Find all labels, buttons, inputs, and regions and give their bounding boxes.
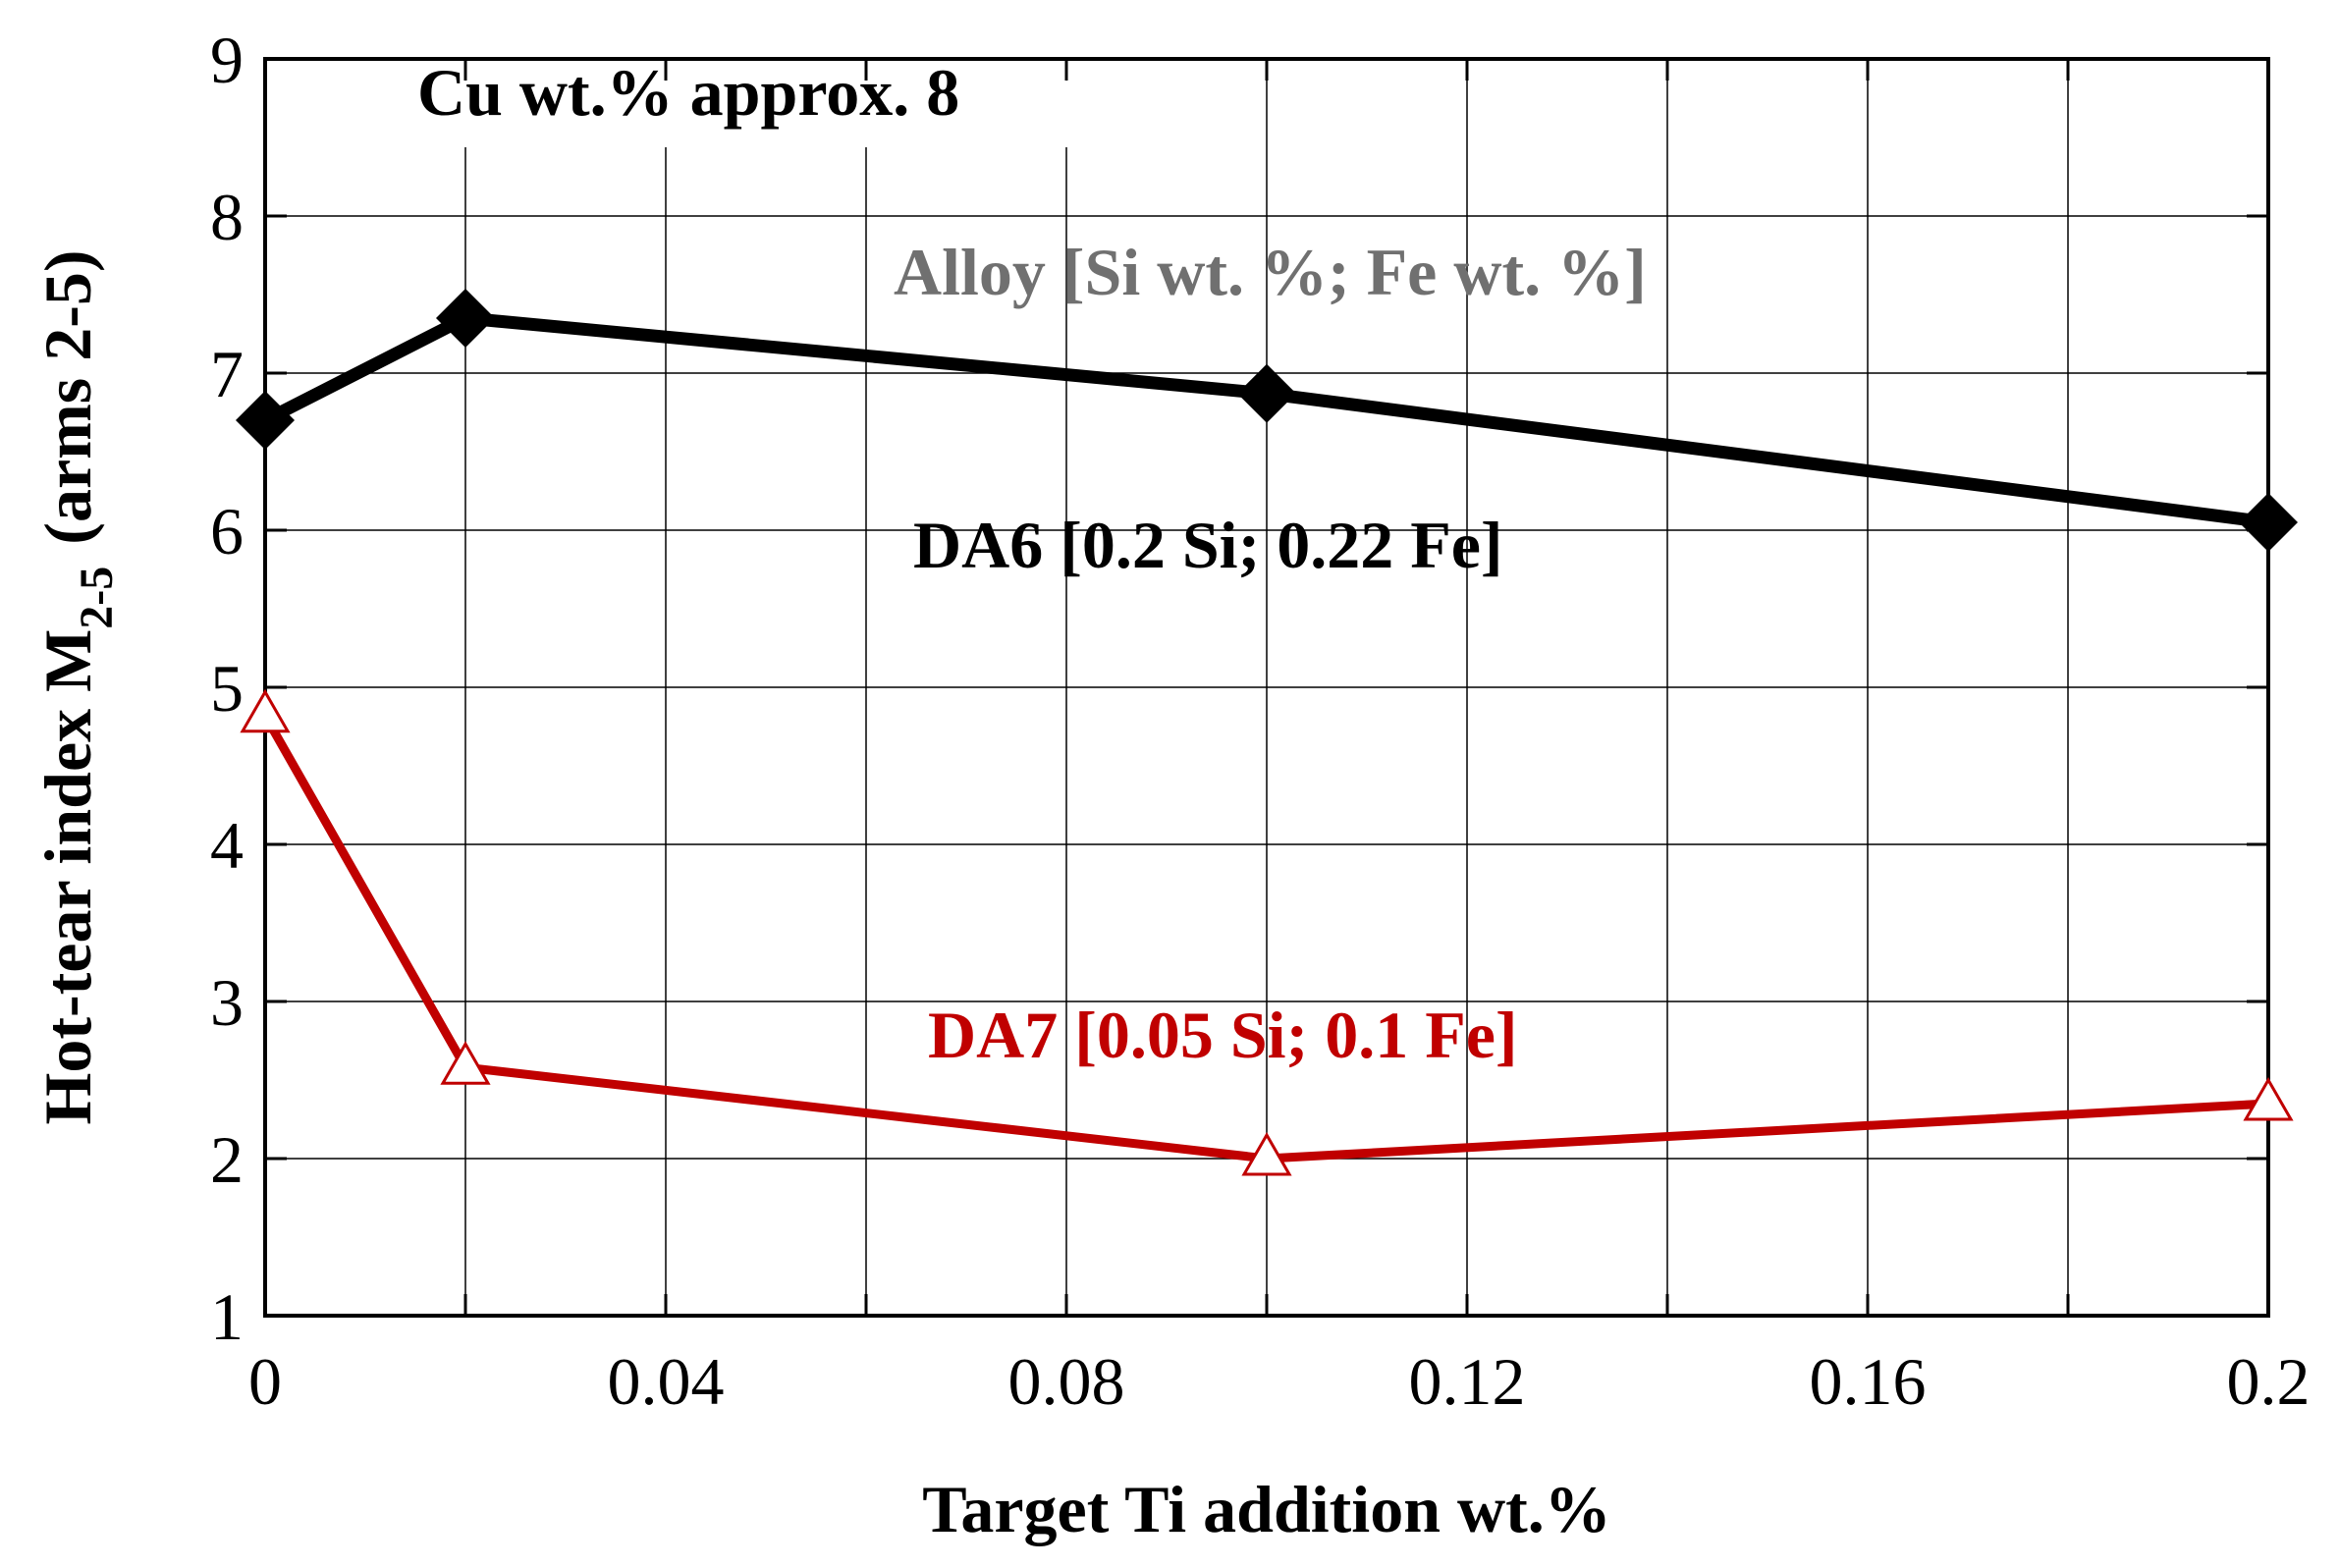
y-tick-label: 3 xyxy=(210,965,244,1040)
x-axis-title: Target Ti addition wt.% xyxy=(922,1472,1611,1546)
y-tick-label: 5 xyxy=(210,651,244,726)
series-line-da6 xyxy=(262,311,2269,529)
x-tick-label: 0.2 xyxy=(2227,1344,2311,1419)
y-tick-label: 4 xyxy=(210,808,244,883)
x-tick-label: 0 xyxy=(248,1344,282,1419)
legend-title: Alloy [Si wt. %; Fe wt. %] xyxy=(894,235,1647,309)
da7-marker xyxy=(2243,1076,2294,1121)
y-tick-label: 8 xyxy=(210,180,244,254)
da7-marker xyxy=(1241,1131,1292,1176)
y-axis-title: Hot-tear index M2-5 (arms 2-5) xyxy=(30,249,123,1124)
x-tick-label: 0.12 xyxy=(1409,1344,1526,1419)
y-tick-label: 7 xyxy=(210,337,244,411)
y-axis-title-subscript: 2-5 xyxy=(71,567,123,629)
x-tick-label: 0.16 xyxy=(1810,1344,1927,1419)
x-tick-label: 0.04 xyxy=(608,1344,725,1419)
y-tick-label: 2 xyxy=(210,1122,244,1197)
tick-labels: 1 2 3 4 5 6 7 8 9 0 0.04 0.08 0.12 0.16 0.2 xyxy=(210,23,2311,1419)
da7-marker xyxy=(440,1041,491,1085)
y-axis-title-tail: (arms 2-5) xyxy=(30,249,105,544)
series-label-da6: DA6 [0.2 Si; 0.22 Fe] xyxy=(913,508,1503,582)
cu-note: Cu wt.% approx. 8 xyxy=(417,55,959,130)
da6-marker xyxy=(1237,363,1296,423)
y-tick-label: 9 xyxy=(210,23,244,97)
series-lines xyxy=(261,311,2269,1163)
y-tick-label: 6 xyxy=(210,494,244,568)
x-tick-label: 0.08 xyxy=(1008,1344,1125,1419)
da7-marker xyxy=(240,688,291,733)
y-axis-title-main: Hot-tear index M xyxy=(30,629,105,1125)
da6-marker xyxy=(436,289,495,348)
series-line-da7 xyxy=(261,713,2269,1163)
series-markers xyxy=(236,289,2298,1176)
y-tick-label: 1 xyxy=(210,1279,244,1354)
series-label-da7: DA7 [0.05 Si; 0.1 Fe] xyxy=(928,998,1518,1072)
da6-marker xyxy=(2239,493,2298,552)
da6-marker xyxy=(236,391,295,450)
